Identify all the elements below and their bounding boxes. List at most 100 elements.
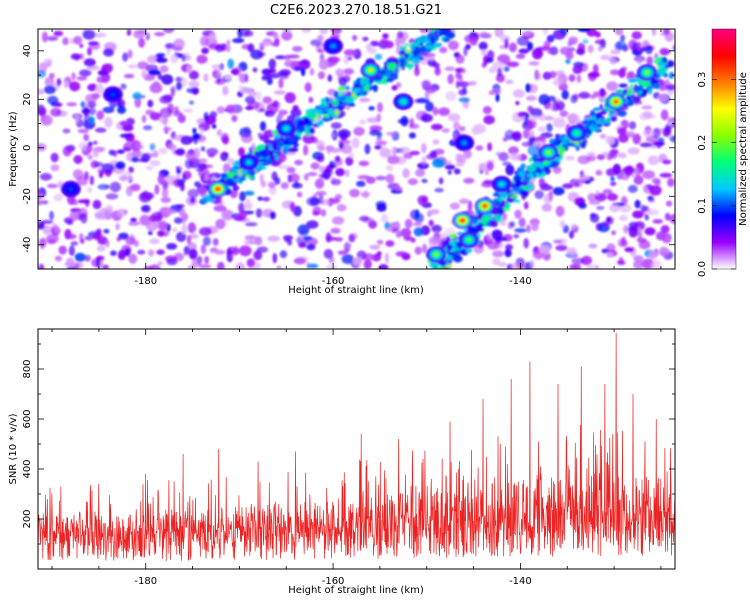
noise-blob [187,222,197,234]
streak-blob [543,160,549,167]
streak-blob [465,247,473,254]
streak-blob [361,90,368,96]
noise-blob [652,219,663,224]
noise-blob [244,235,257,241]
noise-blob [542,251,551,261]
streak-blob [660,66,667,74]
noise-blob [316,140,325,152]
noise-blob [338,139,351,145]
noise-blob [525,83,531,93]
noise-blob [74,252,86,262]
streak-blob [499,203,506,208]
noise-blob [569,230,574,239]
noise-blob [93,161,104,168]
noise-blob [528,115,542,121]
streak-blob [515,180,523,186]
noise-blob [578,202,587,209]
noise-blob [497,67,503,77]
noise-blob [149,112,162,121]
noise-blob [306,243,316,251]
noise-blob [661,232,672,244]
noise-blob [612,163,621,175]
noise-blob [207,153,215,158]
noise-blob [73,261,84,269]
noise-blob [50,107,62,117]
noise-blob [571,257,585,265]
noise-blob [206,147,219,156]
noise-blob [455,68,464,73]
noise-blob [314,178,325,189]
noise-blob [432,107,439,116]
streak-blob [522,188,529,197]
noise-blob [652,127,661,139]
noise-blob [255,208,263,218]
noise-blob [348,152,355,159]
noise-blob [357,175,370,180]
noise-blob [95,83,104,94]
hotspot-mark [401,100,405,103]
noise-blob [636,41,642,52]
noise-blob [521,31,532,36]
streak-blob [282,146,289,155]
noise-blob [87,154,93,160]
noise-blob [576,74,582,83]
snr-xtick-label: -180 [134,576,157,587]
noise-blob [211,124,217,129]
noise-blob [492,250,505,258]
noise-blob [349,188,360,198]
streak-blob [344,96,355,104]
noise-blob [149,160,161,167]
noise-blob [444,164,456,170]
noise-blob [618,215,629,222]
noise-blob [330,227,341,234]
streak-blob [258,150,263,155]
streak-blob [597,118,605,123]
noise-blob [275,55,287,60]
streak-blob [433,43,442,48]
streak-blob [599,104,604,110]
noise-blob [200,146,206,152]
noise-blob [157,261,164,266]
noise-blob [134,144,144,150]
noise-blob [38,143,47,152]
noise-blob [222,85,229,96]
streak-blob [387,62,397,71]
noise-blob [168,143,177,151]
noise-blob [127,49,133,59]
noise-blob [162,94,174,102]
hotspot-mark [247,161,251,164]
noise-blob [274,177,281,185]
hotspot-mark [614,100,618,103]
noise-blob [284,238,292,243]
noise-blob [543,115,555,121]
noise-blob [518,48,530,54]
noise-blob [261,68,273,76]
noise-blob [403,153,413,159]
noise-blob [253,250,263,261]
noise-blob [202,236,211,246]
noise-blob [618,68,626,78]
noise-blob [316,155,325,163]
noise-blob [582,39,589,44]
spectrogram-ytick-label: 40 [22,44,33,57]
noise-blob [64,261,77,267]
noise-blob [504,38,509,49]
noise-blob [214,78,226,85]
noise-blob [623,224,629,234]
noise-blob [590,213,600,223]
streak-blob [453,254,463,263]
noise-blob [246,258,256,268]
noise-blob [364,143,371,155]
noise-blob [232,38,245,44]
noise-blob [46,183,58,189]
streak-blob [365,83,370,89]
noise-blob [120,83,127,90]
noise-blob [80,212,88,224]
noise-blob [632,210,644,219]
streak-blob [412,42,418,46]
noise-blob [124,248,131,257]
noise-blob [162,29,175,34]
noise-blob [246,240,257,245]
noise-blob [385,240,395,247]
noise-blob [279,69,292,76]
